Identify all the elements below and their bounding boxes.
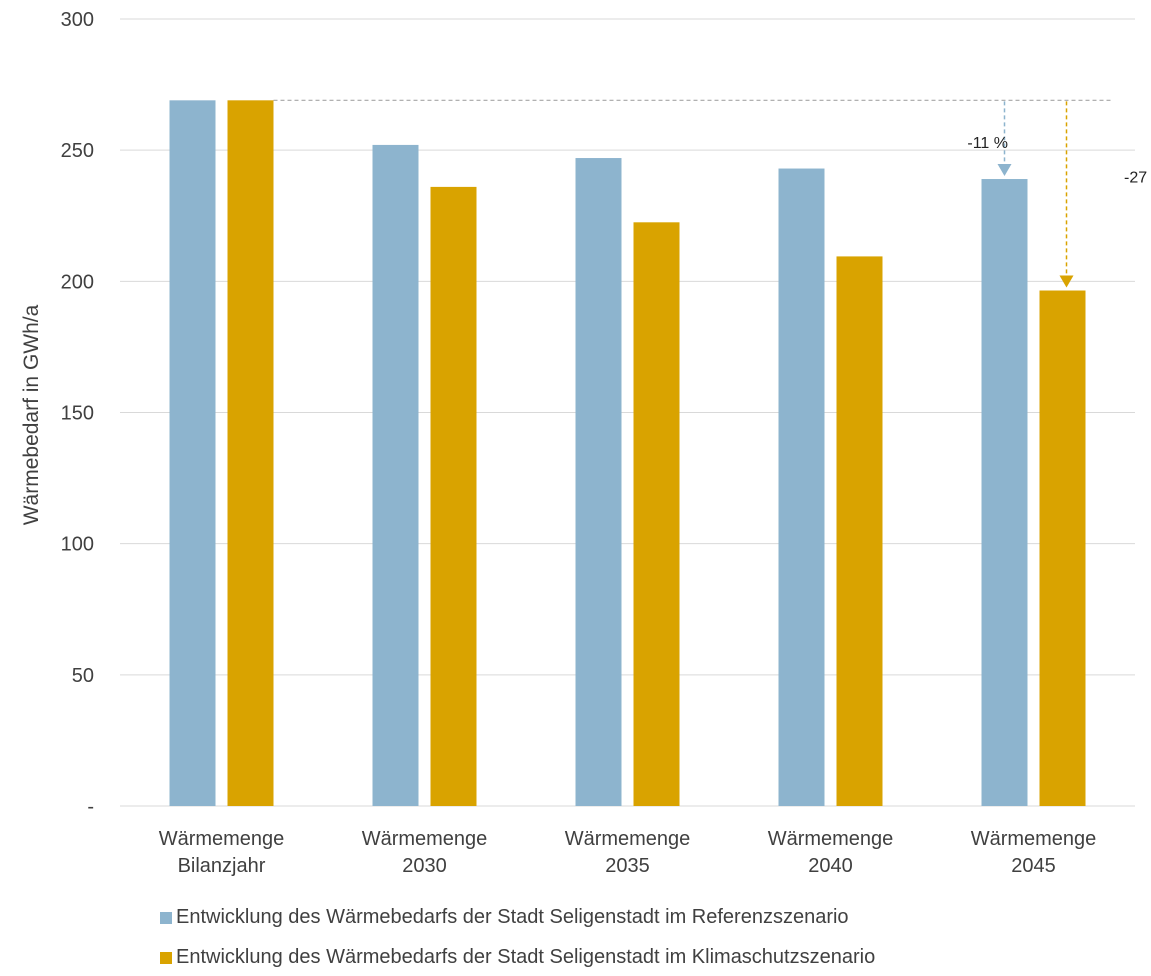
bar-s1-c4 — [1039, 290, 1086, 806]
y-tick-label-0: - — [87, 796, 94, 818]
annotation-label-1: -27 % — [1124, 169, 1151, 186]
grid-lines — [120, 18, 1135, 807]
annotations: -11 % -27 % — [273, 99, 1151, 288]
y-tick-label-1: 50 — [72, 665, 94, 687]
bar-s0-c2 — [575, 158, 622, 806]
legend-label-referenz: Entwicklung des Wärmebedarfs der Stadt S… — [176, 906, 849, 928]
x-axis-categories: Wärmemenge Bilanzjahr Wärmemenge 2030 Wärmem… — [159, 828, 1097, 877]
x-tick-label-1: Wärmemenge 2030 — [362, 828, 488, 877]
bars — [169, 100, 1086, 807]
bar-s0-c1 — [372, 144, 419, 807]
legend-item-klimaschutz: Entwicklung des Wärmebedarfs der Stadt S… — [160, 946, 875, 969]
y-axis-label: Wärmebedarf in GWh/a — [20, 304, 43, 525]
y-tick-label-5: 250 — [61, 140, 94, 162]
y-axis-ticks: - 50 100 150 200 250 300 — [61, 9, 94, 818]
arrow-head-1 — [1059, 275, 1074, 288]
bar-s1-c2 — [633, 222, 680, 806]
legend-swatch-referenz — [160, 911, 172, 924]
y-tick-label-6: 300 — [61, 9, 94, 31]
legend-label-klimaschutz: Entwicklung des Wärmebedarfs der Stadt S… — [176, 946, 876, 968]
y-tick-label-4: 200 — [61, 271, 94, 293]
x-tick-label-2: Wärmemenge 2035 — [565, 828, 691, 877]
annotation-label-0: -11 % — [967, 135, 1008, 152]
legend-swatch-klimaschutz — [160, 951, 172, 964]
y-tick-label-2: 100 — [61, 534, 94, 556]
bar-s1-c0 — [227, 100, 274, 806]
bar-chart: - 50 100 150 200 250 300 -11 % -27 % Wärmemenge… — [20, 9, 1151, 877]
bar-s0-c3 — [778, 168, 825, 806]
x-tick-label-4: Wärmemenge 2045 — [971, 828, 1097, 877]
bar-s1-c3 — [836, 256, 883, 807]
bar-s1-c1 — [430, 186, 477, 807]
arrow-head-0 — [997, 164, 1012, 177]
bar-s0-c0 — [169, 100, 216, 806]
x-tick-label-3: Wärmemenge 2040 — [768, 828, 894, 877]
bar-s0-c4 — [981, 179, 1028, 807]
legend-item-referenz: Entwicklung des Wärmebedarfs der Stadt S… — [160, 906, 849, 929]
y-tick-label-3: 150 — [61, 403, 94, 425]
x-tick-label-0: Wärmemenge Bilanzjahr — [159, 828, 285, 877]
